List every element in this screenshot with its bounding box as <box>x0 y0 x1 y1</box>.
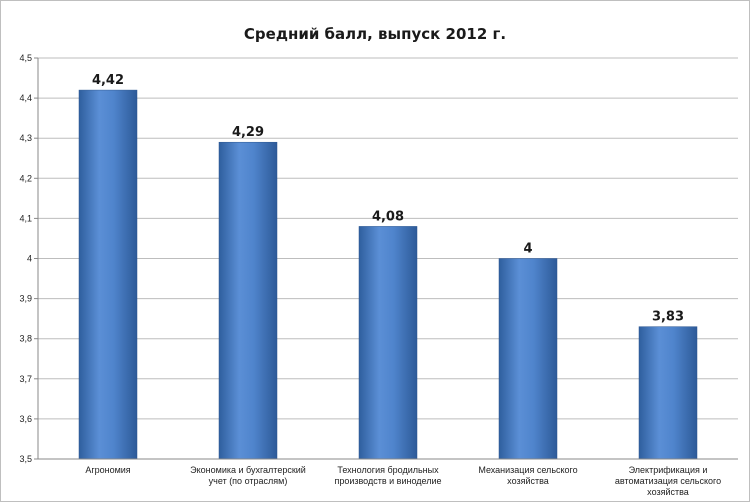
data-label: 4 <box>523 242 532 257</box>
value-labels: 4,42 4,29 4,08 4 3,83 <box>92 73 684 325</box>
bar <box>358 226 418 460</box>
data-label: 3,83 <box>652 310 684 325</box>
bar <box>638 326 698 460</box>
y-tick-label: 4,2 <box>19 173 32 183</box>
data-label: 4,42 <box>92 73 124 88</box>
y-tick-label: 4 <box>27 254 32 264</box>
bar <box>498 258 558 460</box>
x-tick-label: Механизация сельского хозяйства <box>478 465 578 486</box>
chart-title: Средний балл, выпуск 2012 г. <box>243 25 507 43</box>
x-tick-label: Электрификация и автоматизация сельского х… <box>614 465 722 497</box>
y-tick-label: 4,3 <box>19 133 32 143</box>
data-label: 4,08 <box>372 209 404 224</box>
data-label: 4,29 <box>232 125 264 140</box>
y-tick-label: 3,8 <box>19 334 32 344</box>
x-tick-label: Экономика и бухгалтерский учет (по отрасл… <box>190 465 306 486</box>
x-tick-label: Технология бродильных производств и винод… <box>334 465 442 486</box>
y-tick-label: 3,7 <box>19 374 32 384</box>
y-tick-label: 4,5 <box>19 53 32 63</box>
y-axis-ticks: 3,5 3,6 3,7 3,8 3,9 4 4,1 4,2 4,3 4,4 4,5 <box>19 53 38 464</box>
bar <box>218 141 278 460</box>
gridlines <box>38 57 738 460</box>
bars <box>78 89 698 460</box>
x-tick-label: Агрономия <box>85 465 131 475</box>
y-tick-label: 4,1 <box>19 213 32 223</box>
y-tick-label: 4,4 <box>19 93 32 103</box>
y-tick-label: 3,6 <box>19 414 32 424</box>
bar <box>78 89 138 460</box>
y-tick-label: 3,5 <box>19 454 32 464</box>
y-tick-label: 3,9 <box>19 294 32 304</box>
